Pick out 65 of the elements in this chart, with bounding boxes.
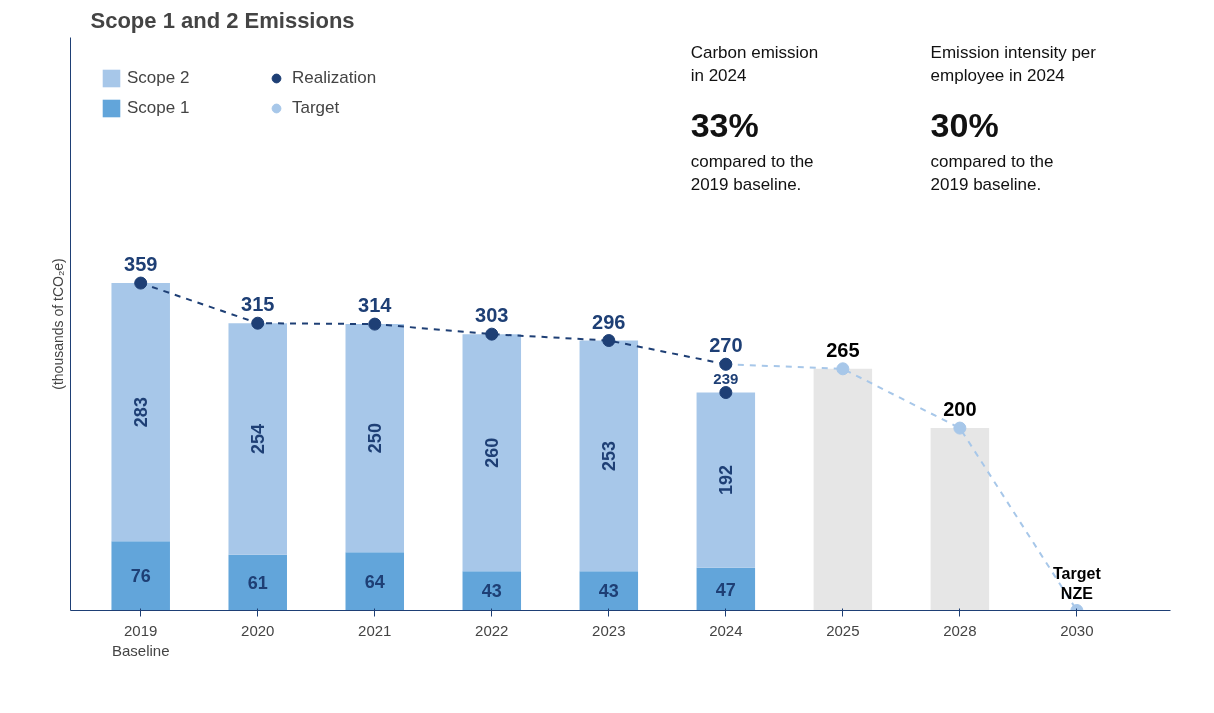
y-axis-title: (thousands of tCO₂e) <box>49 258 66 390</box>
annotation: 30% <box>930 106 999 145</box>
legend-label: Target <box>292 98 341 118</box>
data-label: 260 <box>482 437 503 468</box>
bar <box>462 571 522 611</box>
data-label: 315 <box>241 293 275 316</box>
bar <box>228 554 287 611</box>
annotation: compared to the 2019 baseline. <box>930 152 1054 194</box>
data-label: 64 <box>364 571 385 592</box>
x-tick-label: 2020 <box>241 621 275 639</box>
bar <box>696 567 756 611</box>
x-tick-label: 2025 <box>826 621 860 639</box>
bar <box>696 392 756 568</box>
data-label: 296 <box>592 310 626 333</box>
x-tick-label: 2030 <box>1060 621 1094 639</box>
point <box>251 316 265 330</box>
data-label: 61 <box>247 573 268 594</box>
annotation: compared to the 2019 baseline. <box>690 152 814 194</box>
point <box>953 421 967 435</box>
bar <box>228 323 287 555</box>
data-label: 254 <box>248 424 269 455</box>
point <box>134 276 148 290</box>
bar <box>462 334 522 572</box>
x-tick-label: 2021 <box>358 621 392 639</box>
text: Scope 1 and 2 Emissions <box>90 7 355 33</box>
x-tick-label: 2023 <box>592 621 626 639</box>
annotation: Carbon emission in 2024 <box>690 43 819 86</box>
bar <box>111 541 170 611</box>
data-label: 192 <box>716 465 737 496</box>
legend-label: Realization <box>292 68 378 88</box>
data-label: 239 <box>713 369 739 387</box>
point <box>602 334 616 348</box>
bar <box>579 340 639 572</box>
annotation: 33% <box>690 106 759 145</box>
legend-label: Scope 2 <box>127 68 191 88</box>
bar <box>111 283 170 542</box>
data-label: 283 <box>131 397 152 428</box>
annotation: Target NZE <box>1053 565 1102 603</box>
bar <box>930 428 990 611</box>
annotation: Emission intensity per employee in 2024 <box>930 43 1097 86</box>
legend-label: Scope 1 <box>127 98 191 118</box>
point <box>719 386 733 400</box>
data-label: 314 <box>358 294 393 317</box>
x-tick-label: 2019 Baseline <box>111 621 170 659</box>
bar <box>345 324 405 553</box>
x-tick-label: 2022 <box>475 621 509 639</box>
data-label: 76 <box>130 566 151 587</box>
data-label: 43 <box>598 581 619 602</box>
data-label: 253 <box>599 440 620 471</box>
data-label: 270 <box>709 334 743 357</box>
x-tick-label: 2028 <box>943 621 977 639</box>
data-label: 250 <box>365 423 386 454</box>
point <box>368 317 382 331</box>
point <box>485 327 499 341</box>
bar <box>579 571 639 611</box>
x-tick-label: 2024 <box>709 621 743 639</box>
data-label: 303 <box>475 304 509 327</box>
data-label: 359 <box>124 253 158 276</box>
data-label: 47 <box>715 579 736 600</box>
data-label: 265 <box>826 338 860 361</box>
bar <box>813 368 873 611</box>
point <box>836 362 850 376</box>
data-label: 43 <box>481 581 502 602</box>
data-label: 200 <box>943 398 977 421</box>
bar <box>345 552 405 611</box>
